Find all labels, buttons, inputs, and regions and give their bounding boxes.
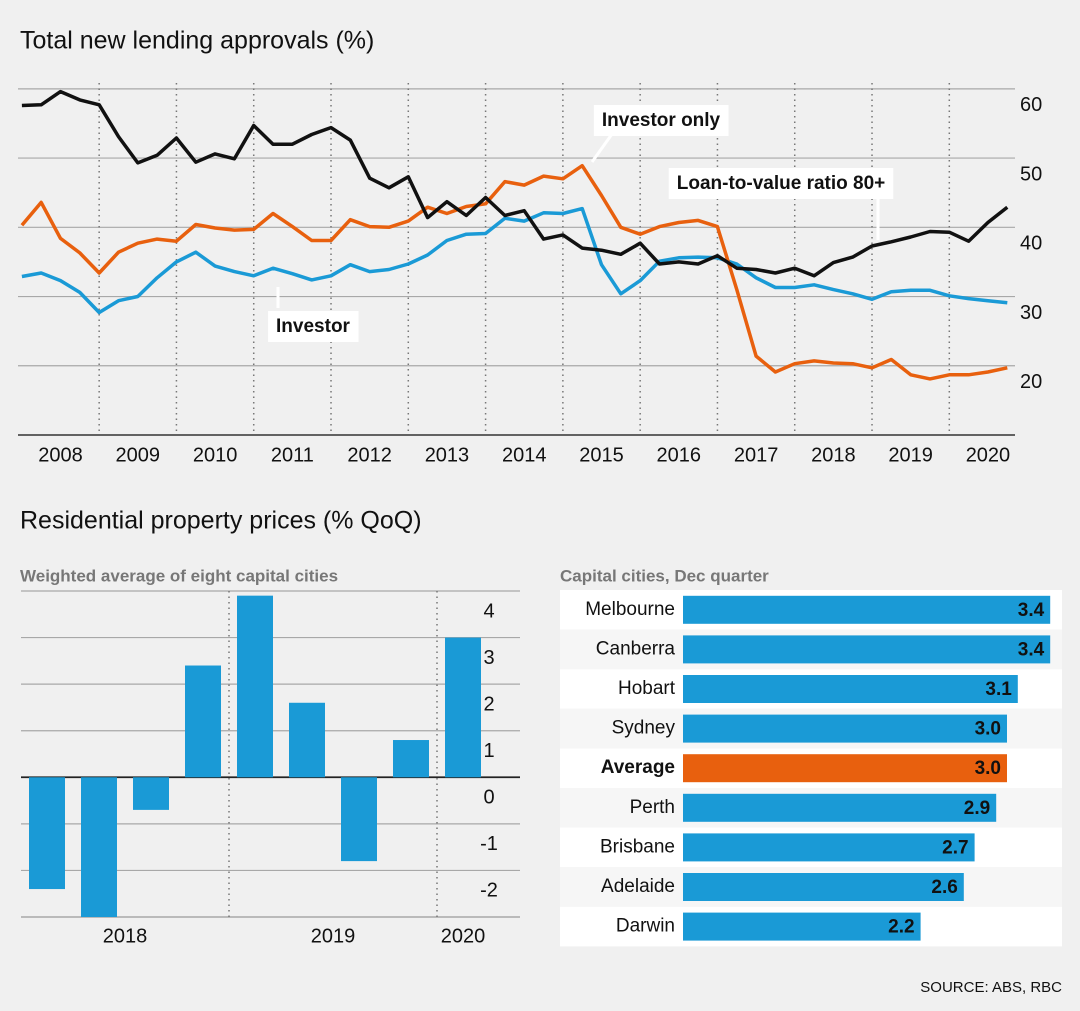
- value-label: 2.7: [942, 837, 968, 858]
- x-tick-label: 2012: [347, 444, 392, 466]
- bar: [29, 777, 65, 890]
- y-tick-label: -1: [480, 833, 498, 855]
- source: SOURCE: ABS, RBC: [920, 979, 1062, 996]
- bar: [683, 833, 975, 862]
- series-label: Investor only: [602, 110, 721, 131]
- label-box: [668, 168, 894, 200]
- bar: [133, 777, 169, 810]
- x-tick-label: 2008: [38, 444, 83, 466]
- x-tick-label: 2015: [579, 444, 624, 466]
- y-tick-label: 1: [483, 740, 494, 762]
- value-label: 2.2: [888, 917, 914, 938]
- category-label: Perth: [630, 797, 675, 818]
- bar: [683, 595, 1051, 624]
- y-tick-label: 0: [483, 787, 494, 809]
- bar: [683, 754, 1007, 783]
- category-label: Hobart: [618, 678, 676, 699]
- y-tick-label: 30: [1020, 302, 1042, 324]
- x-tick-label: 2013: [425, 444, 470, 466]
- category-label: Adelaide: [601, 876, 675, 897]
- value-label: 2.9: [964, 798, 990, 819]
- bar: [289, 702, 325, 778]
- series-line: [21, 89, 1009, 278]
- x-tick-label: 2020: [441, 925, 486, 947]
- value-label: 3.0: [975, 758, 1001, 779]
- y-tick-label: 4: [483, 600, 494, 622]
- y-tick-label: 2: [483, 693, 494, 715]
- x-tick-label: 2009: [116, 444, 161, 466]
- y-tick-label: 20: [1020, 371, 1042, 393]
- x-tick-label: 2019: [888, 444, 933, 466]
- category-label: Sydney: [612, 718, 676, 739]
- y-tick-label: 50: [1020, 163, 1042, 185]
- chart-title: Total new lending approvals (%): [20, 27, 374, 55]
- category-label: Darwin: [616, 916, 675, 937]
- series-label: Investor: [276, 316, 351, 337]
- x-tick-label: 2018: [103, 925, 148, 947]
- bar: [393, 740, 429, 778]
- x-tick-label: 2020: [966, 444, 1011, 466]
- bar: [683, 873, 964, 901]
- bar: [683, 714, 1007, 743]
- x-tick-label: 2011: [271, 444, 314, 466]
- category-label: Melbourne: [585, 599, 675, 620]
- value-label: 3.0: [975, 719, 1001, 740]
- y-tick-label: 3: [483, 647, 494, 669]
- value-label: 3.4: [1018, 600, 1045, 621]
- label-box: [268, 311, 359, 343]
- bar: [445, 637, 481, 778]
- x-tick-label: 2016: [657, 444, 702, 466]
- leader-line: [590, 133, 614, 163]
- category-label: Brisbane: [600, 836, 675, 857]
- category-label: Canberra: [596, 638, 676, 659]
- category-label: Average: [601, 757, 675, 778]
- bar: [237, 595, 273, 778]
- chart-title: Residential property prices (% QoQ): [20, 507, 422, 535]
- value-label: 3.1: [985, 679, 1012, 700]
- bar: [683, 912, 921, 941]
- x-tick-label: 2017: [734, 444, 779, 466]
- chart-subtitle: Weighted average of eight capital cities: [20, 566, 338, 585]
- bar: [341, 777, 377, 862]
- value-label: 3.4: [1018, 639, 1045, 660]
- bar: [683, 675, 1018, 703]
- series-line: [20, 163, 1008, 381]
- y-tick-label: -2: [480, 880, 498, 902]
- y-tick-label: 60: [1020, 94, 1042, 116]
- chart-subtitle: Capital cities, Dec quarter: [560, 566, 769, 585]
- value-label: 2.6: [931, 877, 957, 898]
- label-box: [593, 105, 729, 137]
- bar: [185, 665, 221, 778]
- series-label: Loan-to-value ratio 80+: [677, 173, 886, 194]
- bar: [81, 777, 117, 917]
- x-tick-label: 2010: [193, 444, 238, 466]
- bar: [683, 635, 1051, 664]
- y-tick-label: 40: [1020, 233, 1042, 255]
- x-tick-label: 2014: [502, 444, 547, 466]
- bar: [683, 793, 997, 822]
- x-tick-label: 2019: [311, 925, 356, 947]
- x-tick-label: 2018: [811, 444, 856, 466]
- series-line: [21, 206, 1008, 315]
